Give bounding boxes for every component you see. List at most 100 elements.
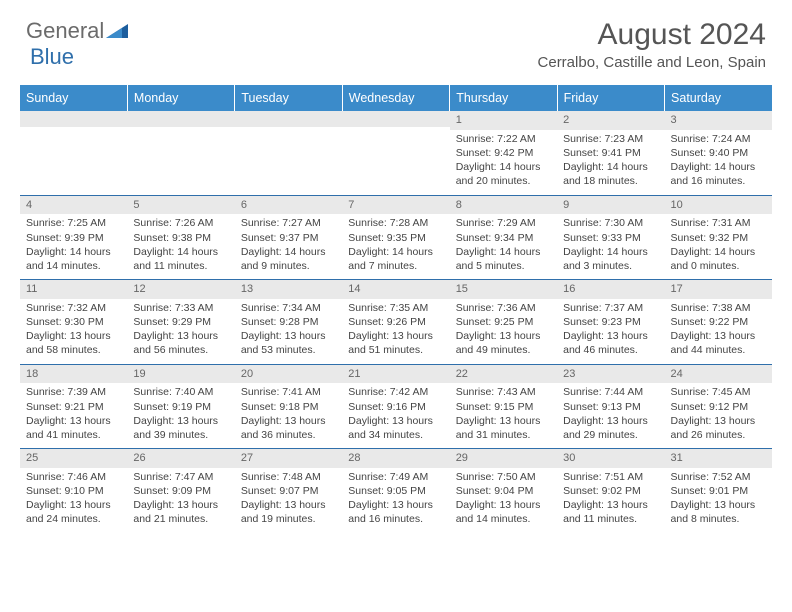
day-number: 1 — [450, 111, 557, 130]
day-content: Sunrise: 7:30 AMSunset: 9:33 PMDaylight:… — [557, 214, 664, 279]
weekday-header: Friday — [557, 85, 664, 111]
day-content: Sunrise: 7:23 AMSunset: 9:41 PMDaylight:… — [557, 130, 664, 195]
day-content: Sunrise: 7:24 AMSunset: 9:40 PMDaylight:… — [665, 130, 772, 195]
day-number: 12 — [127, 280, 234, 299]
calendar-day-cell: 30Sunrise: 7:51 AMSunset: 9:02 PMDayligh… — [557, 449, 664, 533]
sunrise-text: Sunrise: 7:22 AM — [456, 132, 551, 146]
sunset-text: Sunset: 9:02 PM — [563, 484, 658, 498]
calendar-day-cell: 10Sunrise: 7:31 AMSunset: 9:32 PMDayligh… — [665, 195, 772, 280]
day-number: 26 — [127, 449, 234, 468]
sunrise-text: Sunrise: 7:50 AM — [456, 470, 551, 484]
sunset-text: Sunset: 9:01 PM — [671, 484, 766, 498]
day-number — [342, 111, 449, 127]
calendar-day-cell: 24Sunrise: 7:45 AMSunset: 9:12 PMDayligh… — [665, 364, 772, 449]
daylight-text: Daylight: 14 hours and 20 minutes. — [456, 160, 551, 188]
sunrise-text: Sunrise: 7:40 AM — [133, 385, 228, 399]
sunrise-text: Sunrise: 7:49 AM — [348, 470, 443, 484]
day-content: Sunrise: 7:37 AMSunset: 9:23 PMDaylight:… — [557, 299, 664, 364]
day-number: 9 — [557, 196, 664, 215]
weekday-header: Thursday — [450, 85, 557, 111]
calendar-day-cell — [342, 111, 449, 195]
day-number: 14 — [342, 280, 449, 299]
day-content: Sunrise: 7:42 AMSunset: 9:16 PMDaylight:… — [342, 383, 449, 448]
day-number: 8 — [450, 196, 557, 215]
sunset-text: Sunset: 9:33 PM — [563, 231, 658, 245]
sunset-text: Sunset: 9:26 PM — [348, 315, 443, 329]
daylight-text: Daylight: 14 hours and 18 minutes. — [563, 160, 658, 188]
day-number: 28 — [342, 449, 449, 468]
location: Cerralbo, Castille and Leon, Spain — [538, 54, 766, 71]
day-content: Sunrise: 7:35 AMSunset: 9:26 PMDaylight:… — [342, 299, 449, 364]
calendar-day-cell: 20Sunrise: 7:41 AMSunset: 9:18 PMDayligh… — [235, 364, 342, 449]
day-number — [20, 111, 127, 127]
calendar-day-cell: 5Sunrise: 7:26 AMSunset: 9:38 PMDaylight… — [127, 195, 234, 280]
sunrise-text: Sunrise: 7:46 AM — [26, 470, 121, 484]
calendar-day-cell: 15Sunrise: 7:36 AMSunset: 9:25 PMDayligh… — [450, 280, 557, 365]
day-number: 7 — [342, 196, 449, 215]
daylight-text: Daylight: 14 hours and 9 minutes. — [241, 245, 336, 273]
daylight-text: Daylight: 14 hours and 5 minutes. — [456, 245, 551, 273]
day-number: 25 — [20, 449, 127, 468]
day-number: 24 — [665, 365, 772, 384]
weekday-header: Sunday — [20, 85, 127, 111]
day-number: 31 — [665, 449, 772, 468]
daylight-text: Daylight: 14 hours and 16 minutes. — [671, 160, 766, 188]
daylight-text: Daylight: 14 hours and 14 minutes. — [26, 245, 121, 273]
day-content: Sunrise: 7:26 AMSunset: 9:38 PMDaylight:… — [127, 214, 234, 279]
calendar-day-cell: 17Sunrise: 7:38 AMSunset: 9:22 PMDayligh… — [665, 280, 772, 365]
sunset-text: Sunset: 9:42 PM — [456, 146, 551, 160]
daylight-text: Daylight: 14 hours and 3 minutes. — [563, 245, 658, 273]
day-number: 16 — [557, 280, 664, 299]
sunset-text: Sunset: 9:37 PM — [241, 231, 336, 245]
calendar-day-cell: 21Sunrise: 7:42 AMSunset: 9:16 PMDayligh… — [342, 364, 449, 449]
sunset-text: Sunset: 9:40 PM — [671, 146, 766, 160]
sunset-text: Sunset: 9:38 PM — [133, 231, 228, 245]
day-number: 11 — [20, 280, 127, 299]
day-content: Sunrise: 7:28 AMSunset: 9:35 PMDaylight:… — [342, 214, 449, 279]
sunrise-text: Sunrise: 7:38 AM — [671, 301, 766, 315]
sunrise-text: Sunrise: 7:37 AM — [563, 301, 658, 315]
sunrise-text: Sunrise: 7:24 AM — [671, 132, 766, 146]
day-content: Sunrise: 7:47 AMSunset: 9:09 PMDaylight:… — [127, 468, 234, 533]
sunrise-text: Sunrise: 7:27 AM — [241, 216, 336, 230]
day-content: Sunrise: 7:34 AMSunset: 9:28 PMDaylight:… — [235, 299, 342, 364]
sunset-text: Sunset: 9:10 PM — [26, 484, 121, 498]
sunrise-text: Sunrise: 7:52 AM — [671, 470, 766, 484]
calendar-day-cell: 28Sunrise: 7:49 AMSunset: 9:05 PMDayligh… — [342, 449, 449, 533]
daylight-text: Daylight: 13 hours and 39 minutes. — [133, 414, 228, 442]
daylight-text: Daylight: 13 hours and 26 minutes. — [671, 414, 766, 442]
day-content — [20, 127, 127, 189]
sunset-text: Sunset: 9:22 PM — [671, 315, 766, 329]
sunrise-text: Sunrise: 7:51 AM — [563, 470, 658, 484]
daylight-text: Daylight: 13 hours and 44 minutes. — [671, 329, 766, 357]
day-number: 27 — [235, 449, 342, 468]
day-number — [235, 111, 342, 127]
sunset-text: Sunset: 9:13 PM — [563, 400, 658, 414]
day-content: Sunrise: 7:22 AMSunset: 9:42 PMDaylight:… — [450, 130, 557, 195]
calendar-day-cell: 12Sunrise: 7:33 AMSunset: 9:29 PMDayligh… — [127, 280, 234, 365]
sunset-text: Sunset: 9:35 PM — [348, 231, 443, 245]
sunrise-text: Sunrise: 7:48 AM — [241, 470, 336, 484]
sunrise-text: Sunrise: 7:28 AM — [348, 216, 443, 230]
sunrise-text: Sunrise: 7:31 AM — [671, 216, 766, 230]
sunrise-text: Sunrise: 7:25 AM — [26, 216, 121, 230]
sunset-text: Sunset: 9:16 PM — [348, 400, 443, 414]
calendar-day-cell: 27Sunrise: 7:48 AMSunset: 9:07 PMDayligh… — [235, 449, 342, 533]
daylight-text: Daylight: 13 hours and 8 minutes. — [671, 498, 766, 526]
sunrise-text: Sunrise: 7:41 AM — [241, 385, 336, 399]
day-content: Sunrise: 7:31 AMSunset: 9:32 PMDaylight:… — [665, 214, 772, 279]
weekday-header-row: SundayMondayTuesdayWednesdayThursdayFrid… — [20, 85, 772, 111]
sunrise-text: Sunrise: 7:42 AM — [348, 385, 443, 399]
daylight-text: Daylight: 14 hours and 7 minutes. — [348, 245, 443, 273]
sunset-text: Sunset: 9:41 PM — [563, 146, 658, 160]
sunset-text: Sunset: 9:12 PM — [671, 400, 766, 414]
calendar-day-cell — [20, 111, 127, 195]
weekday-header: Saturday — [665, 85, 772, 111]
calendar-day-cell: 6Sunrise: 7:27 AMSunset: 9:37 PMDaylight… — [235, 195, 342, 280]
day-number: 2 — [557, 111, 664, 130]
calendar-day-cell: 13Sunrise: 7:34 AMSunset: 9:28 PMDayligh… — [235, 280, 342, 365]
sunset-text: Sunset: 9:32 PM — [671, 231, 766, 245]
header: General August 2024 Cerralbo, Castille a… — [0, 0, 792, 77]
calendar-week-row: 25 Sunrise: 7:46 AMSunset: 9:10 PM Dayligh… — [20, 449, 772, 533]
day-content: Sunrise: 7:41 AMSunset: 9:18 PMDaylight:… — [235, 383, 342, 448]
